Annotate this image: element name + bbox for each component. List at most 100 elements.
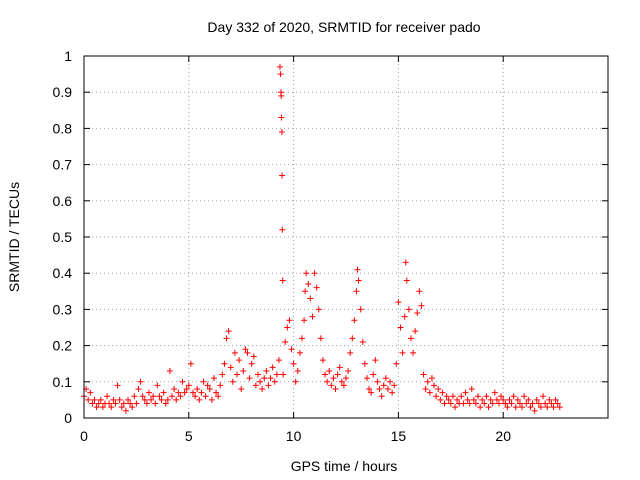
data-point xyxy=(277,71,284,78)
data-point xyxy=(160,389,167,396)
data-point xyxy=(133,400,140,407)
data-point xyxy=(441,400,448,407)
data-point xyxy=(313,284,320,291)
data-point xyxy=(395,299,402,306)
data-point xyxy=(91,396,98,403)
data-point xyxy=(345,367,352,374)
data-point xyxy=(200,378,207,385)
data-point xyxy=(225,328,232,335)
data-point xyxy=(114,382,121,389)
data-point xyxy=(166,367,173,374)
data-point xyxy=(332,386,339,393)
data-point xyxy=(278,129,285,136)
data-point xyxy=(87,389,94,396)
data-point xyxy=(506,396,513,403)
data-point xyxy=(104,393,111,400)
data-point xyxy=(183,386,190,393)
data-point xyxy=(294,367,301,374)
data-point xyxy=(189,389,196,396)
data-point xyxy=(171,386,178,393)
data-point xyxy=(445,396,452,403)
data-point xyxy=(451,404,458,411)
y-tick-label: 0.4 xyxy=(53,265,73,281)
y-tick-labels: 0 0.1 0.2 0.3 0.4 0.5 0.6 0.7 0.8 0.9 1 xyxy=(53,48,73,426)
data-point xyxy=(252,382,259,389)
data-point xyxy=(366,386,373,393)
data-point xyxy=(279,277,286,284)
data-point xyxy=(141,396,148,403)
data-point xyxy=(244,349,251,356)
data-point xyxy=(475,393,482,400)
data-point xyxy=(454,396,461,403)
data-point xyxy=(162,400,169,407)
data-point xyxy=(246,375,253,382)
data-point xyxy=(426,389,433,396)
data-point xyxy=(204,382,211,389)
data-point xyxy=(302,288,309,295)
data-point xyxy=(215,393,222,400)
data-point xyxy=(397,324,404,331)
data-point xyxy=(307,295,314,302)
data-point xyxy=(154,382,161,389)
y-tick-label: 0.6 xyxy=(53,193,73,209)
data-point xyxy=(535,400,542,407)
data-point xyxy=(363,375,370,382)
data-point xyxy=(531,407,538,414)
data-point xyxy=(240,367,247,374)
data-point xyxy=(354,266,361,273)
data-point xyxy=(433,393,440,400)
data-point xyxy=(493,396,500,403)
y-tick-label: 0.2 xyxy=(53,338,73,354)
data-point xyxy=(357,306,364,313)
data-point xyxy=(489,400,496,407)
data-point xyxy=(393,360,400,367)
data-point xyxy=(556,404,563,411)
data-point xyxy=(93,404,100,411)
data-point xyxy=(550,404,557,411)
data-point xyxy=(508,400,515,407)
data-point xyxy=(460,400,467,407)
data-point xyxy=(196,396,203,403)
data-point xyxy=(479,396,486,403)
data-point xyxy=(378,393,385,400)
data-point xyxy=(533,396,540,403)
data-point xyxy=(324,378,331,385)
data-point xyxy=(435,386,442,393)
data-point xyxy=(125,396,132,403)
data-point xyxy=(402,259,409,266)
data-point xyxy=(468,386,475,393)
y-tick-label: 0.8 xyxy=(53,120,73,136)
data-point xyxy=(319,357,326,364)
x-tick-label: 5 xyxy=(185,428,193,444)
data-point xyxy=(305,281,312,288)
data-point xyxy=(470,396,477,403)
data-point xyxy=(542,400,549,407)
y-tick-label: 0.3 xyxy=(53,301,73,317)
data-point xyxy=(298,335,305,342)
data-point xyxy=(472,400,479,407)
data-point xyxy=(330,375,337,382)
data-point xyxy=(382,375,389,382)
data-point xyxy=(221,360,228,367)
data-point xyxy=(110,396,117,403)
data-point xyxy=(223,335,230,342)
data-point xyxy=(401,313,408,320)
data-point xyxy=(139,393,146,400)
data-point xyxy=(447,400,454,407)
data-point xyxy=(512,404,519,411)
data-point xyxy=(276,63,283,70)
data-point xyxy=(521,393,528,400)
data-point xyxy=(169,393,176,400)
data-point xyxy=(250,353,257,360)
data-point xyxy=(263,367,270,374)
x-tick-label: 15 xyxy=(391,428,407,444)
data-point xyxy=(519,404,526,411)
data-point xyxy=(95,400,102,407)
y-tick-label: 1 xyxy=(64,48,72,64)
data-point xyxy=(135,386,142,393)
data-point xyxy=(349,335,356,342)
data-point xyxy=(284,324,291,331)
y-tick-label: 0 xyxy=(64,410,72,426)
data-point xyxy=(458,393,465,400)
